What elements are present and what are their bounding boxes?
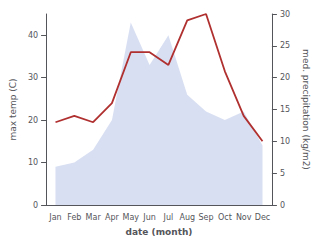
svg-text:Apr: Apr	[105, 213, 120, 222]
svg-text:5: 5	[280, 169, 285, 178]
svg-text:Feb: Feb	[67, 213, 81, 222]
svg-text:30: 30	[280, 10, 290, 19]
svg-text:10: 10	[280, 137, 290, 146]
svg-text:May: May	[122, 213, 139, 222]
svg-text:30: 30	[28, 73, 38, 82]
svg-text:40: 40	[28, 31, 38, 40]
svg-text:0: 0	[280, 201, 285, 210]
svg-text:Oct: Oct	[218, 213, 232, 222]
svg-text:Jan: Jan	[48, 213, 61, 222]
svg-text:date (month): date (month)	[126, 227, 193, 237]
svg-text:10: 10	[28, 158, 38, 167]
svg-text:Sep: Sep	[199, 213, 214, 222]
svg-text:max temp (C): max temp (C)	[8, 78, 18, 140]
svg-text:Nov: Nov	[236, 213, 252, 222]
svg-text:Jul: Jul	[163, 213, 174, 222]
svg-text:20: 20	[28, 116, 38, 125]
svg-text:Dec: Dec	[255, 213, 270, 222]
svg-text:20: 20	[280, 73, 290, 82]
svg-text:15: 15	[280, 105, 290, 114]
svg-text:Mar: Mar	[86, 213, 102, 222]
svg-text:25: 25	[280, 41, 290, 50]
svg-text:Jun: Jun	[142, 213, 156, 222]
svg-text:Aug: Aug	[179, 213, 195, 222]
svg-text:med. precipitation (kg/m2): med. precipitation (kg/m2)	[301, 49, 311, 170]
svg-text:0: 0	[33, 201, 38, 210]
